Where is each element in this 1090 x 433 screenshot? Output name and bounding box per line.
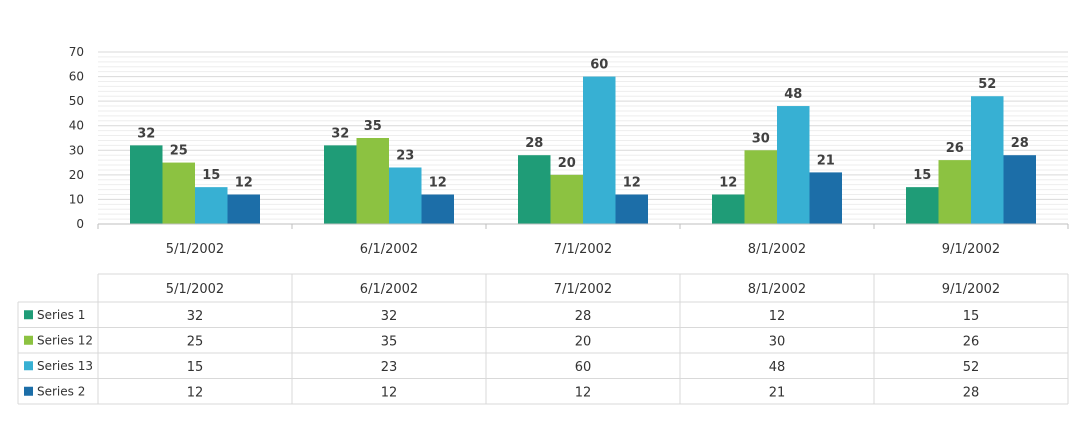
data-label: 52 [978, 77, 996, 92]
y-tick-label: 30 [69, 143, 84, 157]
table-header-cell: 9/1/2002 [942, 282, 1000, 297]
bar [550, 174, 583, 224]
bar [712, 194, 745, 224]
data-label: 48 [784, 87, 802, 102]
table-cell: 60 [575, 360, 592, 375]
legend-label: Series 13 [37, 359, 93, 373]
bar [583, 76, 616, 224]
y-tick-label: 50 [69, 94, 84, 108]
table-cell: 15 [187, 360, 204, 375]
y-tick-label: 40 [69, 119, 84, 133]
data-table: 5/1/2002 6/1/2002 7/1/2002 8/1/2002 9/1/2002… [17, 273, 1069, 405]
table-cell: 26 [963, 334, 980, 349]
x-category-label: 5/1/2002 [166, 242, 224, 257]
table-cell: 30 [769, 334, 786, 349]
bar [906, 187, 939, 224]
bar [162, 162, 195, 224]
table-cell: 15 [963, 309, 980, 324]
data-label: 28 [1011, 136, 1029, 151]
data-label: 12 [719, 176, 737, 191]
legend-key [24, 310, 33, 320]
table-cell: 32 [381, 309, 398, 324]
table-header-cell: 5/1/2002 [166, 282, 224, 297]
data-label: 28 [525, 136, 543, 151]
bar [938, 160, 971, 224]
bar [744, 150, 777, 224]
data-label: 12 [429, 176, 447, 191]
data-label: 26 [946, 141, 964, 156]
table-cell: 35 [381, 334, 398, 349]
data-label: 15 [913, 168, 931, 183]
x-category-label: 9/1/2002 [942, 242, 1000, 257]
table-cell: 23 [381, 360, 398, 375]
bar [324, 145, 357, 224]
data-label: 15 [202, 168, 220, 183]
bar [518, 155, 551, 224]
bar [130, 145, 163, 224]
data-label: 60 [590, 58, 608, 73]
table-cell: 52 [963, 360, 980, 375]
table-header-cell: 7/1/2002 [554, 282, 612, 297]
table-cell: 20 [575, 334, 592, 349]
table-cell: 48 [769, 360, 786, 375]
data-label: 23 [396, 148, 414, 163]
table-header-cell: 6/1/2002 [360, 282, 418, 297]
y-tick-label: 60 [69, 70, 84, 84]
y-tick-label: 10 [69, 192, 84, 206]
data-label: 30 [752, 131, 770, 146]
legend-key [24, 386, 33, 396]
table-cell: 21 [769, 385, 786, 400]
table-cell: 25 [187, 334, 204, 349]
table-cell: 28 [963, 385, 980, 400]
data-label: 12 [623, 176, 641, 191]
y-tick-label: 70 [69, 45, 84, 59]
table-cell: 12 [769, 309, 786, 324]
x-category-label: 6/1/2002 [360, 242, 418, 257]
x-category-label: 7/1/2002 [554, 242, 612, 257]
y-tick-label: 0 [76, 217, 84, 231]
table-cell: 32 [187, 309, 204, 324]
data-label: 32 [331, 126, 349, 141]
x-category-label: 8/1/2002 [748, 242, 806, 257]
bar [615, 194, 648, 224]
table-cell: 12 [575, 385, 592, 400]
data-label: 20 [558, 156, 576, 171]
x-axis: 5/1/2002 6/1/2002 7/1/2002 8/1/2002 9/1/2002 [97, 223, 1069, 257]
bar [777, 106, 810, 224]
data-label: 32 [137, 126, 155, 141]
table-header-cell: 8/1/2002 [748, 282, 806, 297]
y-axis: 0 10 20 30 40 50 60 70 [69, 45, 84, 231]
legend-label: Series 2 [37, 384, 85, 398]
bar [356, 138, 389, 224]
table-cell: 28 [575, 309, 592, 324]
legend-label: Series 1 [37, 308, 85, 322]
bar [195, 187, 228, 224]
data-label: 21 [817, 153, 835, 168]
bar [421, 194, 454, 224]
data-label: 35 [364, 119, 382, 134]
legend-label: Series 12 [37, 333, 93, 347]
data-labels: 32 25 15 12 32 35 23 12 28 20 60 12 12 30 48 21 15 26 52 28 [137, 58, 1029, 191]
table-cell: 12 [381, 385, 398, 400]
bar [809, 172, 842, 224]
bar [971, 96, 1004, 224]
data-label: 25 [170, 144, 188, 159]
bar [1003, 155, 1036, 224]
y-tick-label: 20 [69, 168, 84, 182]
data-label: 12 [235, 176, 253, 191]
table-cell: 12 [187, 385, 204, 400]
bars [130, 76, 1036, 224]
bar [389, 167, 422, 224]
legend-key [24, 335, 33, 345]
legend-key [24, 361, 33, 371]
bar [227, 194, 260, 224]
